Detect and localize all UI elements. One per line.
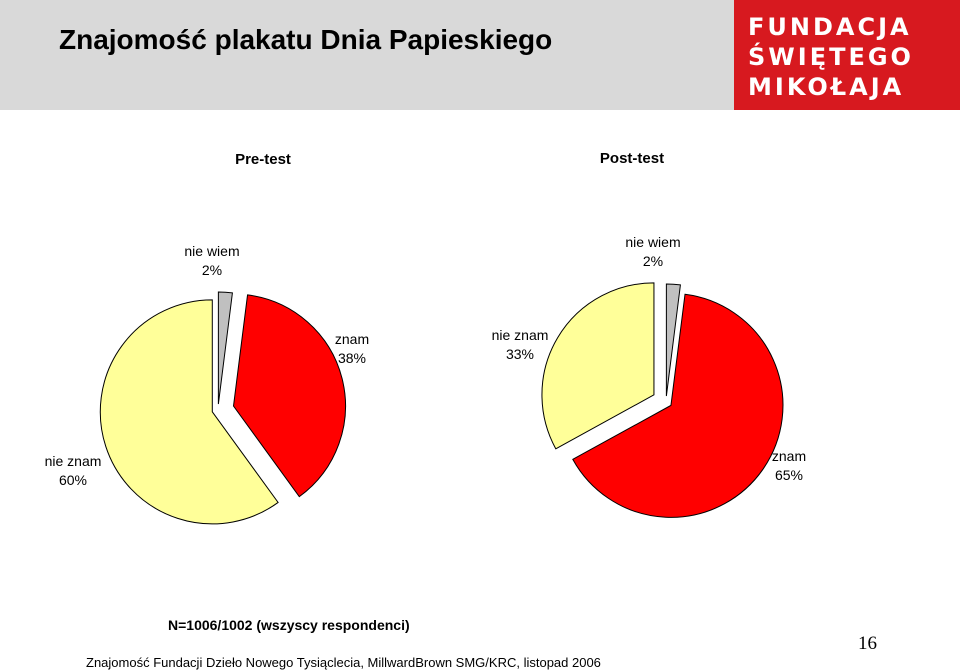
- logo-line-2: ŚWIĘTEGO: [748, 43, 914, 71]
- slice-value-nie-wiem: 2%: [202, 262, 222, 278]
- foundation-logo: [734, 0, 960, 110]
- slice-value-nie-wiem: 2%: [643, 253, 663, 269]
- slice-label-znam: znam: [772, 448, 806, 464]
- slice-value-nie-znam: 33%: [506, 346, 534, 362]
- foundation-logo-text: FUNDACJA ŚWIĘTEGO MIKOŁAJA: [748, 12, 914, 102]
- logo-line-3: MIKOŁAJA: [748, 73, 905, 101]
- slice-value-nie-znam: 60%: [59, 472, 87, 488]
- header-band: [0, 0, 734, 110]
- pie-slice-nie-wiem: [217, 291, 233, 405]
- pie-slice-nie-znam: [541, 282, 655, 450]
- logo-line-1: FUNDACJA: [748, 13, 912, 41]
- slice-label-nie-znam: nie znam: [492, 327, 549, 343]
- pie-slice-znam: [572, 293, 784, 518]
- chart-title: Pre-test: [235, 151, 291, 168]
- pie-chart-1: Pre-test nie wiem 2% znam 38% nie znam 60%: [45, 151, 369, 525]
- slice-value-znam: 65%: [775, 467, 803, 483]
- slice-value-znam: 38%: [338, 350, 366, 366]
- pie-chart-2: Post-test nie wiem 2% znam 65% nie znam 33%: [492, 150, 806, 518]
- pie-slice-znam: [232, 294, 346, 498]
- page-number: 16: [858, 633, 877, 654]
- slide-title: Znajomość plakatu Dnia Papieskiego: [59, 24, 553, 55]
- slice-label-nie-znam: nie znam: [45, 453, 102, 469]
- slice-label-nie-wiem: nie wiem: [184, 243, 239, 259]
- source-footer: Znajomość Fundacji Dzieło Nowego Tysiącl…: [86, 655, 601, 670]
- pie-slice-nie-wiem: [665, 283, 681, 397]
- chart-title: Post-test: [600, 150, 664, 167]
- slice-label-znam: znam: [335, 331, 369, 347]
- pie-slice-nie-znam: [99, 299, 279, 525]
- slice-label-nie-wiem: nie wiem: [625, 234, 680, 250]
- sample-size-note: N=1006/1002 (wszyscy respondenci): [168, 617, 410, 633]
